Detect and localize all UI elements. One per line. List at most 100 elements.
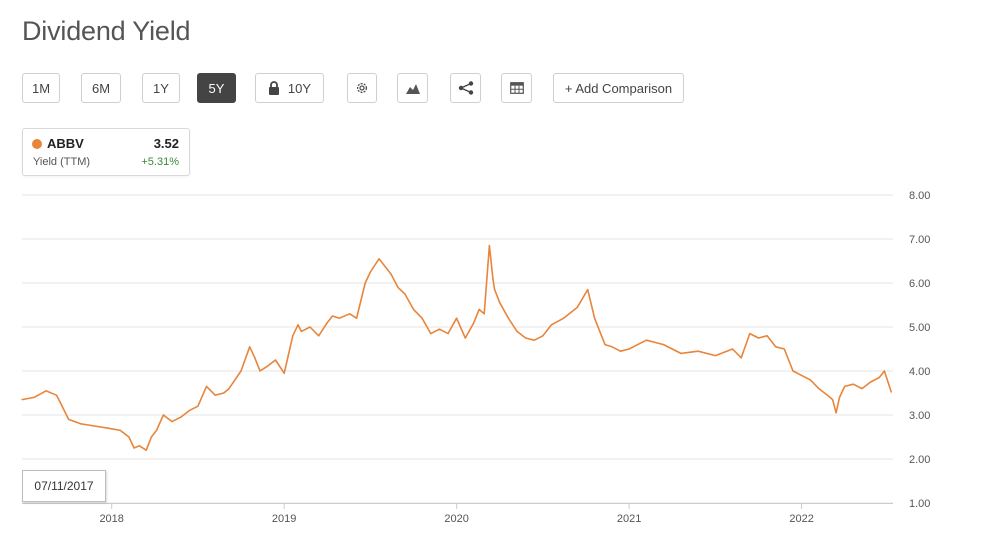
y-tick-label: 2.00 bbox=[909, 454, 930, 466]
range-1y-button[interactable]: 1Y bbox=[142, 73, 180, 103]
data-point bbox=[93, 425, 96, 427]
y-tick-label: 8.00 bbox=[909, 190, 930, 202]
data-point bbox=[259, 370, 261, 372]
y-tick-label: 1.00 bbox=[909, 498, 930, 510]
table-view-button[interactable] bbox=[501, 73, 532, 103]
data-point bbox=[740, 357, 742, 359]
data-point bbox=[542, 335, 544, 337]
data-point bbox=[680, 352, 682, 354]
x-tick-label: 2020 bbox=[444, 513, 468, 525]
data-point bbox=[254, 357, 256, 359]
date-tooltip: 07/11/2017 bbox=[22, 470, 106, 502]
add-comparison-button[interactable]: + Add Comparison bbox=[553, 73, 684, 103]
data-point bbox=[162, 414, 165, 416]
share-icon bbox=[458, 81, 474, 95]
data-point bbox=[835, 412, 837, 414]
data-point bbox=[364, 282, 366, 284]
data-point bbox=[404, 293, 406, 295]
data-point bbox=[604, 344, 606, 346]
data-point bbox=[283, 372, 285, 374]
data-point bbox=[378, 258, 380, 260]
legend-change: +5.31% bbox=[141, 156, 179, 168]
data-point bbox=[792, 370, 794, 372]
data-point bbox=[611, 346, 613, 348]
data-point bbox=[223, 392, 225, 394]
data-point bbox=[499, 302, 501, 304]
settings-button[interactable] bbox=[347, 73, 377, 103]
data-point bbox=[383, 264, 385, 266]
data-point bbox=[180, 416, 182, 418]
data-point bbox=[67, 418, 70, 420]
data-point bbox=[421, 317, 423, 319]
range-10y-button[interactable]: 10Y bbox=[255, 73, 324, 103]
data-point bbox=[326, 322, 328, 324]
data-point bbox=[430, 333, 432, 335]
data-point bbox=[883, 370, 885, 372]
data-point bbox=[757, 337, 760, 339]
legend-card[interactable]: ABBV 3.52 Yield (TTM) +5.31% bbox=[22, 128, 190, 176]
data-point bbox=[266, 366, 268, 368]
data-point bbox=[356, 317, 358, 319]
x-tick-label: 2022 bbox=[789, 513, 813, 525]
data-point bbox=[205, 385, 208, 387]
data-point bbox=[483, 313, 485, 315]
x-tick-label: 2019 bbox=[272, 513, 296, 525]
data-point bbox=[59, 401, 61, 403]
data-point bbox=[249, 346, 251, 348]
data-point bbox=[447, 333, 449, 335]
data-point bbox=[318, 335, 320, 337]
range-5y-button[interactable]: 5Y bbox=[197, 73, 236, 103]
data-point bbox=[861, 388, 863, 390]
data-point bbox=[45, 390, 47, 392]
data-point bbox=[488, 245, 491, 247]
data-point bbox=[228, 388, 230, 390]
yield-line-chart[interactable]: 1.00 2.00 3.00 4.00 5.00 6.00 7.00 8.00 2018 2019… bbox=[0, 180, 986, 544]
data-point bbox=[55, 394, 58, 396]
data-point bbox=[107, 427, 109, 429]
data-point bbox=[576, 306, 578, 308]
data-point bbox=[507, 317, 509, 319]
data-point bbox=[473, 322, 475, 324]
data-point bbox=[852, 383, 854, 385]
data-point bbox=[478, 308, 480, 310]
data-point bbox=[594, 317, 596, 319]
data-point bbox=[390, 273, 392, 275]
range-1m-button[interactable]: 1M bbox=[22, 73, 60, 103]
range-10y-label: 10Y bbox=[287, 80, 312, 96]
y-tick-label: 5.00 bbox=[909, 322, 930, 334]
legend-metric: Yield (TTM) bbox=[33, 156, 91, 168]
data-point bbox=[438, 328, 440, 330]
data-point bbox=[119, 429, 121, 431]
data-point bbox=[645, 339, 647, 341]
share-button[interactable] bbox=[450, 73, 481, 103]
data-point bbox=[456, 317, 458, 319]
data-point bbox=[654, 341, 656, 343]
data-point bbox=[749, 333, 751, 335]
mountain-chart-icon bbox=[405, 82, 421, 95]
data-point bbox=[492, 278, 494, 280]
data-point bbox=[80, 423, 82, 425]
data-point bbox=[138, 445, 140, 447]
chart-type-button[interactable] bbox=[397, 73, 428, 103]
data-point bbox=[826, 394, 829, 396]
data-point bbox=[809, 379, 811, 381]
data-point bbox=[714, 355, 716, 357]
data-point bbox=[869, 381, 872, 383]
data-point bbox=[493, 289, 496, 291]
data-point bbox=[197, 405, 199, 407]
data-point bbox=[240, 370, 242, 372]
data-point bbox=[397, 286, 399, 288]
data-point bbox=[297, 324, 299, 326]
table-icon bbox=[509, 82, 524, 94]
data-point bbox=[214, 394, 216, 396]
range-6m-button[interactable]: 6M bbox=[81, 73, 121, 103]
data-point bbox=[33, 396, 35, 398]
data-point bbox=[349, 313, 351, 315]
lock-icon bbox=[268, 81, 280, 95]
y-tick-label: 7.00 bbox=[909, 234, 930, 246]
y-tick-label: 6.00 bbox=[909, 278, 930, 290]
data-point bbox=[628, 348, 630, 350]
data-point bbox=[133, 447, 135, 449]
data-point bbox=[818, 388, 820, 390]
data-point bbox=[300, 330, 303, 332]
